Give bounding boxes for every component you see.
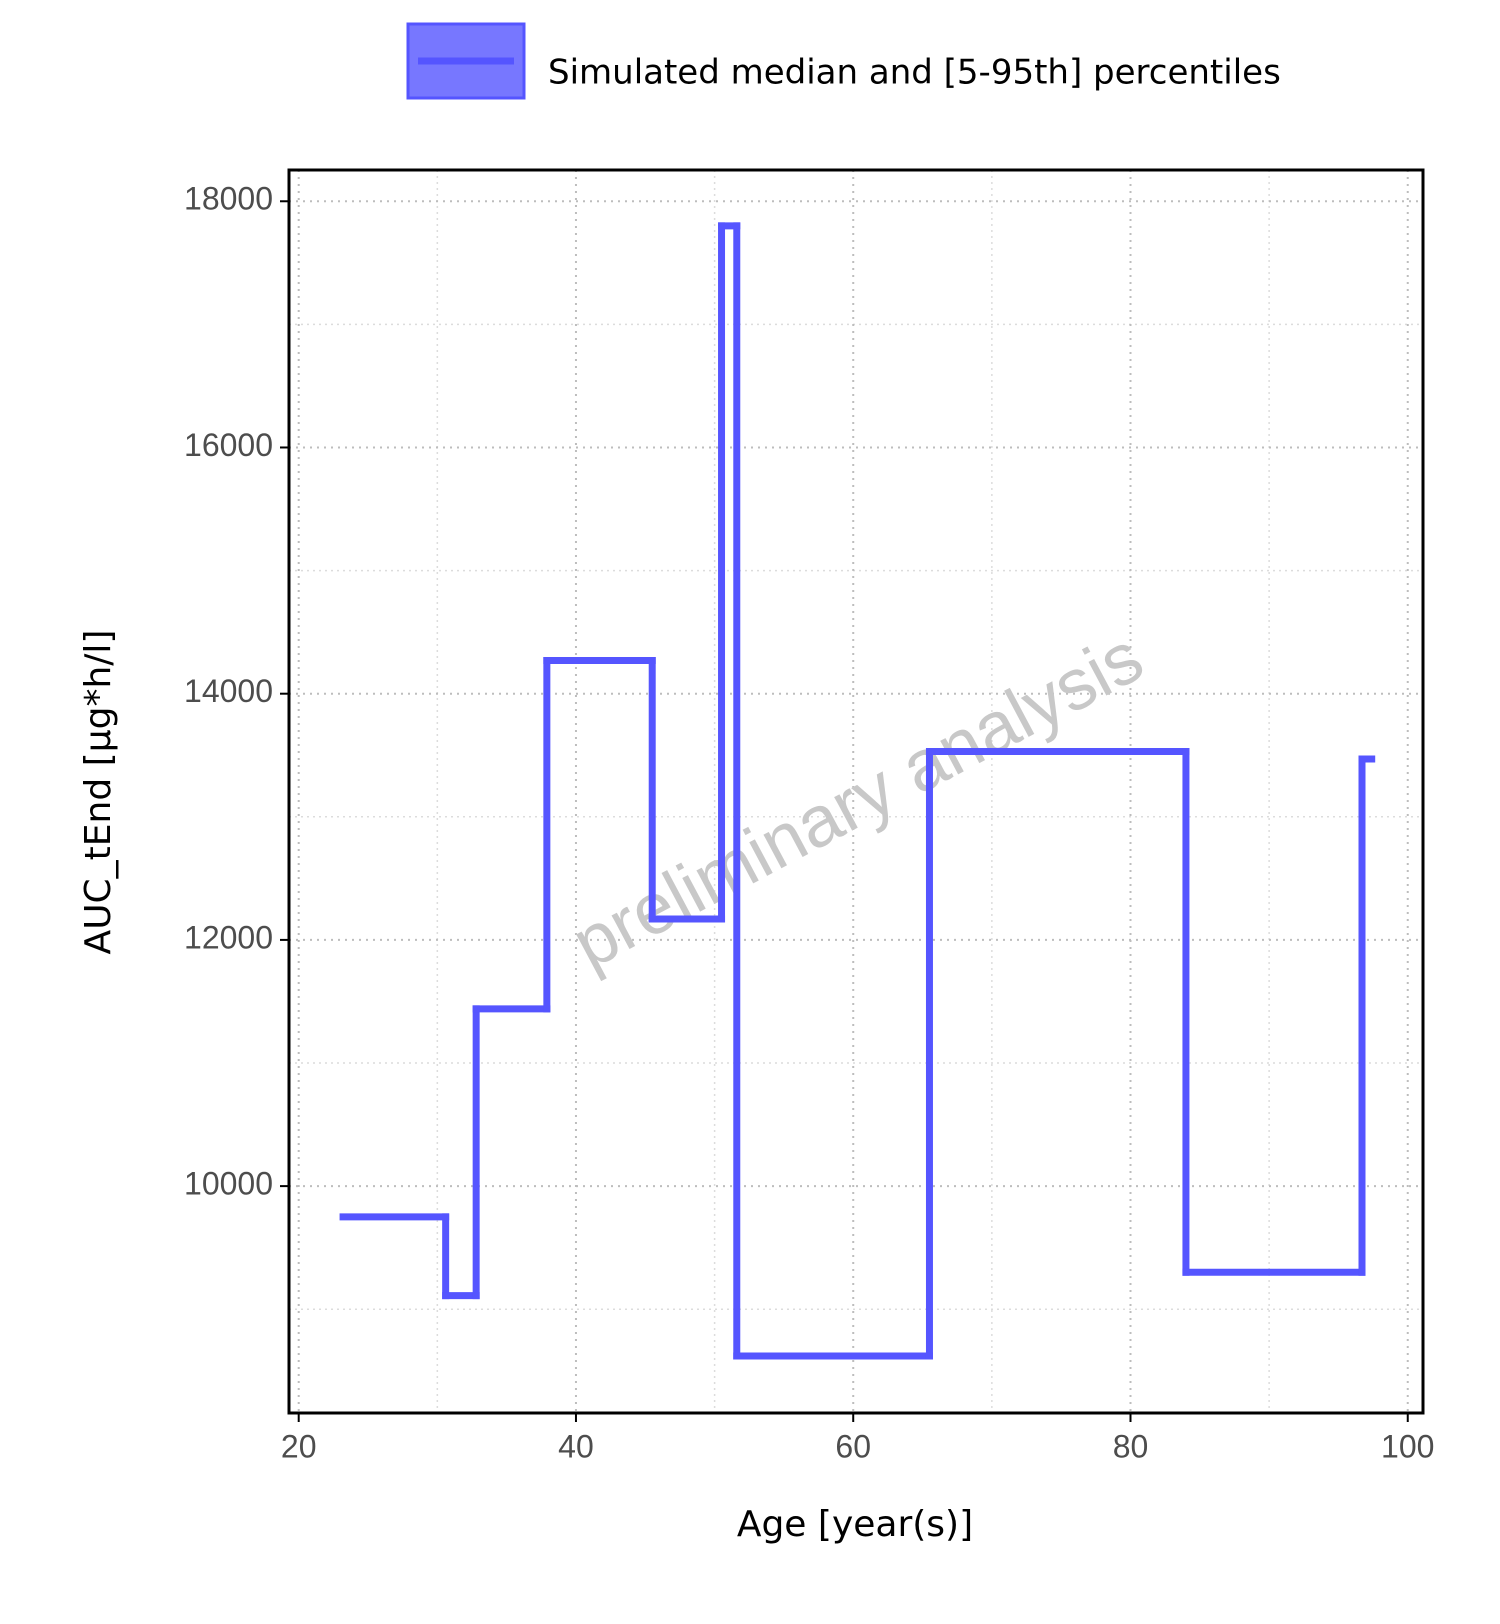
y-tick-label: 12000: [184, 919, 273, 955]
x-axis-title: Age [year(s)]: [737, 1504, 973, 1545]
legend-label: Simulated median and [5-95th] percentile…: [548, 53, 1281, 93]
y-tick-label: 14000: [184, 673, 273, 709]
x-tick-label: 80: [1113, 1428, 1149, 1464]
x-tick-label: 20: [281, 1428, 317, 1464]
x-tick-label: 60: [835, 1428, 871, 1464]
y-tick-label: 18000: [184, 181, 273, 217]
plot-frame: [287, 168, 1425, 1415]
x-tick-label: 100: [1381, 1428, 1434, 1464]
x-tick-label: 40: [558, 1428, 594, 1464]
y-axis-title: AUC_tEnd [µg*h/l]: [78, 630, 119, 955]
y-tick-label: 16000: [184, 427, 273, 463]
y-tick-label: 10000: [184, 1166, 273, 1202]
